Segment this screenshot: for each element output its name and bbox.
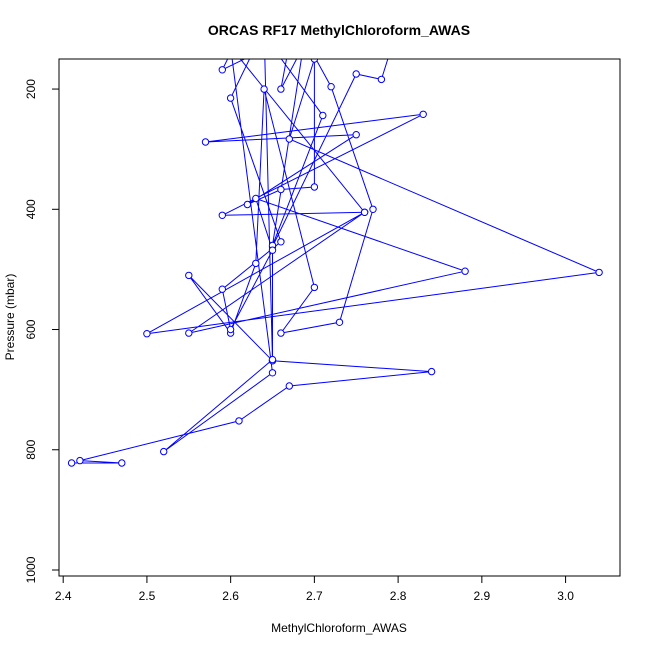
data-point [461,267,469,275]
chart-title: ORCAS RF17 MethylChloroform_AWAS [208,22,470,38]
data-point [310,59,319,63]
x-tick-label: 2.4 [55,589,72,603]
data-point [352,70,360,78]
x-tick-label: 2.7 [306,589,323,603]
data-point [277,238,285,246]
data-point [285,382,293,390]
series-line [71,59,601,464]
y-tick-label: 200 [24,79,38,99]
data-point [369,205,377,214]
data-point [160,447,168,456]
data-point [327,83,335,91]
y-tick-label: 1000 [24,556,38,583]
data-point [185,271,193,280]
data-point [595,268,603,277]
data-point [201,138,210,146]
data-point [235,417,243,425]
y-axis-label: Pressure (mbar) [3,274,17,361]
data-point [67,459,76,467]
data-point [218,285,227,293]
x-axis-label: MethylChloroform_AWAS [271,621,407,635]
data-point [319,111,327,120]
data-point [360,208,369,217]
data-point [277,85,285,93]
data-point [268,246,277,254]
data-point [377,75,386,84]
y-tick-label: 600 [24,319,38,339]
data-point [277,329,285,337]
plot-frame [58,58,621,577]
data-point [268,355,277,364]
x-tick-label: 3.0 [557,589,574,603]
data-point [260,85,268,93]
data-point [419,110,427,119]
data-point [218,66,227,74]
y-tick-label: 800 [24,439,38,459]
data-point [352,131,360,139]
data-point [185,329,193,337]
data-point [226,325,235,334]
data-point [76,456,84,465]
data-point [252,194,260,203]
data-point [218,211,227,220]
data-point [252,259,260,268]
data-point [310,283,319,292]
y-tick-label: 400 [24,199,38,219]
x-tick-label: 2.5 [139,589,156,603]
x-tick-label: 2.8 [390,589,407,603]
plot-area [67,59,603,467]
x-tick-label: 2.6 [222,589,239,603]
data-point [310,183,319,191]
data-point [427,367,436,376]
data-point [268,369,277,377]
data-point [285,135,293,143]
x-tick-label: 2.9 [473,589,490,603]
data-point [335,318,344,326]
data-point [226,94,235,102]
data-point [118,459,126,467]
data-point [243,200,252,209]
data-point [277,185,285,194]
data-point [143,330,151,338]
